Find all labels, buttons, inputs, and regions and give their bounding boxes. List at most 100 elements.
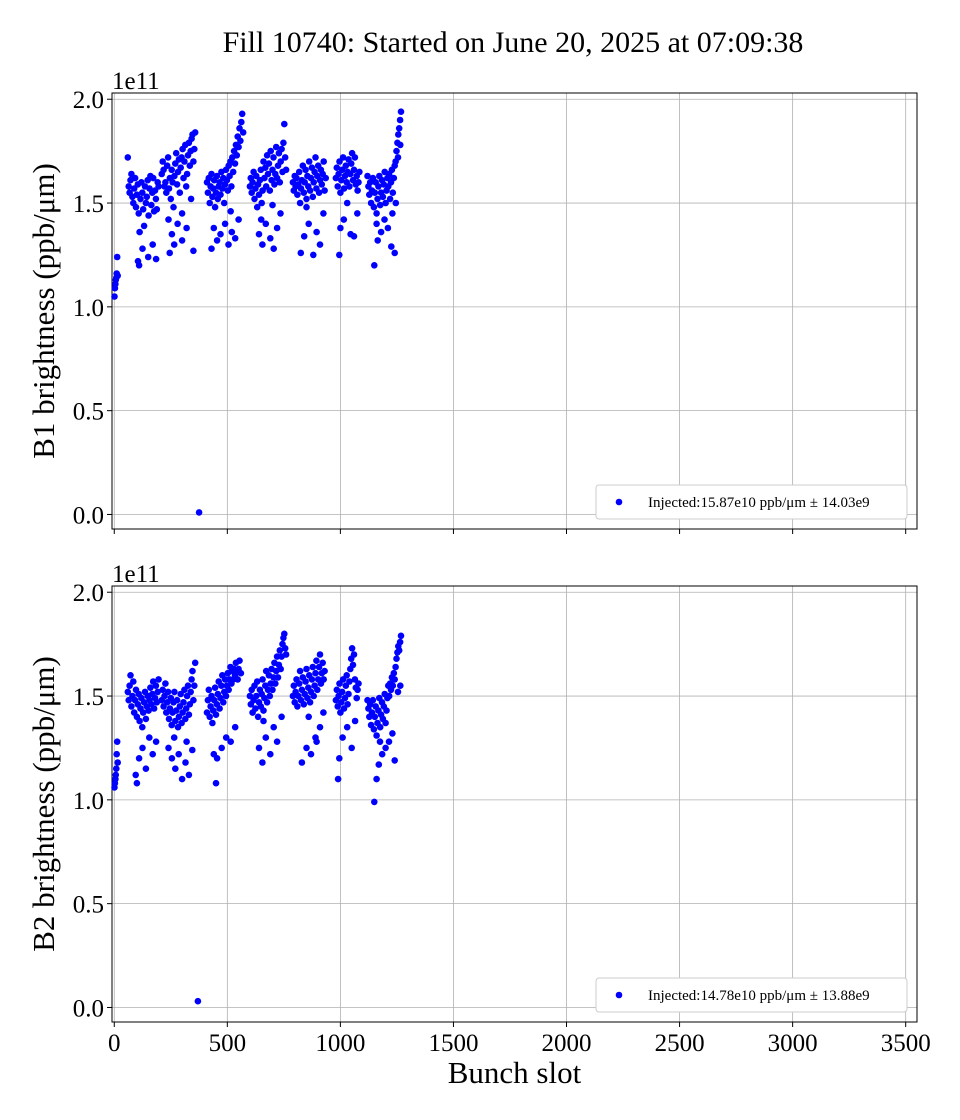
b2-xtick-label-1: 500 <box>209 1030 247 1057</box>
b1-point-88 <box>168 230 176 238</box>
b2-point-315 <box>385 738 393 745</box>
b1-point-198 <box>269 201 276 209</box>
b2-point-265 <box>334 775 342 783</box>
b1-point-190 <box>255 230 263 238</box>
b1-point-92 <box>183 224 190 232</box>
b1-point-24 <box>139 189 146 196</box>
b2-point-189 <box>267 750 274 758</box>
b1-point-325 <box>373 220 380 228</box>
b2-point-103 <box>206 713 213 721</box>
b2-point-251 <box>344 701 351 708</box>
b2-point-48 <box>149 750 156 758</box>
b1-point-268 <box>354 187 361 194</box>
b1-point-129 <box>231 160 239 167</box>
b2-point-14 <box>130 678 137 685</box>
b1-point-107 <box>211 203 219 211</box>
b1-point-238 <box>305 220 313 228</box>
b2-point-37 <box>150 705 158 712</box>
b1-point-138 <box>239 129 247 136</box>
b1-point-196 <box>277 210 284 217</box>
b2-point-178 <box>276 647 284 654</box>
b2-point-109 <box>211 684 219 691</box>
b2-point-245 <box>338 688 346 696</box>
b2-legend <box>595 977 908 1013</box>
b2-point-235 <box>305 713 313 721</box>
panel-b2: 0 500 1000 1500 2000 2500 3000 3500 0.0 0.5 1.0 1.5… <box>26 561 931 1090</box>
b2-point-202 <box>296 667 304 675</box>
b2-point-221 <box>314 686 321 694</box>
b2-point-47 <box>146 734 153 741</box>
b2-point-209 <box>303 665 310 673</box>
b2-point-220 <box>313 657 320 664</box>
b2-point-4 <box>113 765 120 772</box>
b2-point-141 <box>222 734 230 741</box>
b1-point-142 <box>221 220 229 228</box>
b2-point-184 <box>281 645 289 652</box>
b2-point-318 <box>376 738 384 745</box>
b2-ytick-label-3: 1.5 <box>73 684 104 711</box>
b2-legend-label: Injected:14.78e10 ppb/μm ± 13.88e9 <box>648 988 870 1004</box>
b2-point-236 <box>313 738 320 745</box>
b2-point-239 <box>333 686 341 694</box>
b1-point-65 <box>172 149 180 157</box>
b1-point-233 <box>320 158 328 165</box>
b2-point-24 <box>139 723 146 731</box>
b1-point-147 <box>208 245 215 252</box>
b2-point-306 <box>396 638 404 646</box>
b1-point-245 <box>333 164 341 171</box>
b1-point-143 <box>225 241 232 248</box>
b1-point-298 <box>382 199 389 207</box>
b1-point-240 <box>313 228 320 236</box>
b2-point-98 <box>183 738 190 745</box>
b2-point-267 <box>343 723 351 731</box>
b2-point-28 <box>142 715 150 723</box>
b1-point-28 <box>142 199 150 207</box>
b1-point-103 <box>208 170 215 178</box>
b1-point-278 <box>364 172 371 180</box>
b2-point-84 <box>188 676 195 683</box>
b2-point-160 <box>260 707 267 714</box>
b1-point-285 <box>370 203 378 211</box>
b1-point-193 <box>267 235 274 242</box>
b2-xlabel: Bunch slot <box>448 1055 582 1090</box>
b1-point-99 <box>204 189 212 196</box>
b1-point-57 <box>165 185 173 192</box>
b2-point-208 <box>302 678 309 685</box>
b2-point-45 <box>139 744 146 752</box>
b2-point-136 <box>236 657 243 664</box>
b2-point-310 <box>371 798 378 806</box>
b1-point-164 <box>260 158 267 165</box>
b2-point-43 <box>132 771 139 779</box>
b1-point-7 <box>114 272 121 280</box>
b2-point-193 <box>260 717 267 725</box>
b2-point-68 <box>173 696 181 704</box>
b2-point-97 <box>170 734 178 741</box>
b2-point-50 <box>133 779 141 787</box>
b1-point-87 <box>165 216 172 223</box>
b2-axes-frame <box>111 585 918 1023</box>
b2-point-187 <box>259 759 266 766</box>
b2-point-179 <box>277 665 285 673</box>
b2-point-185 <box>282 651 290 658</box>
b2-point-311 <box>373 775 380 783</box>
b2-point-312 <box>375 761 383 768</box>
b1-legend-marker <box>615 498 623 506</box>
b2-point-83 <box>187 688 194 696</box>
b1-point-273 <box>343 199 351 207</box>
b1-point-84 <box>190 158 197 165</box>
b2-point-25 <box>139 709 147 716</box>
b1-point-207 <box>296 199 304 207</box>
b2-point-7 <box>114 759 121 766</box>
b1-point-176 <box>271 181 278 188</box>
b2-point-21 <box>136 717 143 725</box>
b1-point-48 <box>135 262 143 269</box>
b1-point-146 <box>235 216 242 223</box>
b2-point-269 <box>351 717 359 725</box>
b2-point-93 <box>178 775 186 783</box>
b1-point-133 <box>235 143 242 151</box>
b1-axes-frame <box>111 92 918 530</box>
b2-point-6 <box>113 738 121 745</box>
b1-point-319 <box>374 237 382 244</box>
b1-point-204 <box>294 191 301 198</box>
b1-point-162 <box>258 199 266 207</box>
